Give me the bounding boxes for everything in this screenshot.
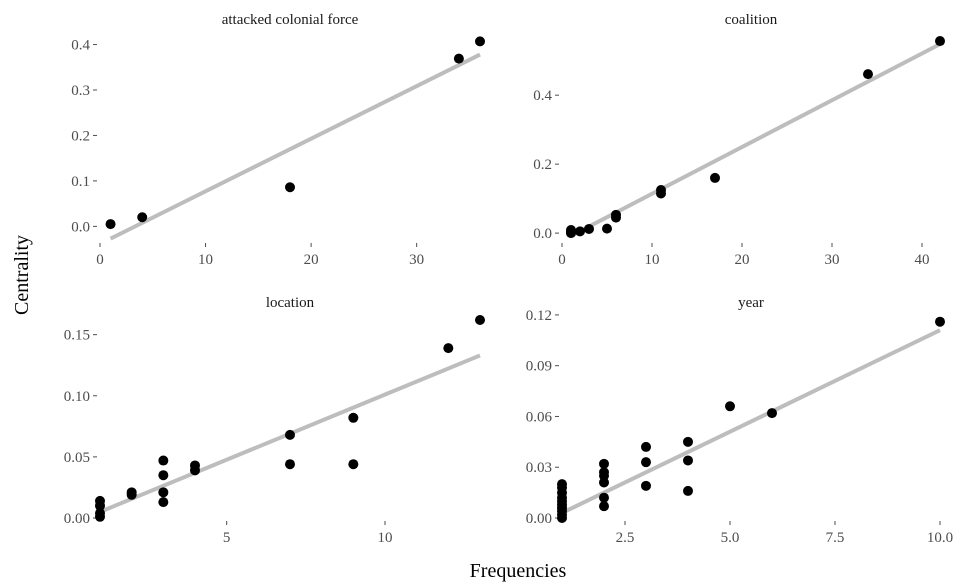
x-tick-label: 10 [378, 530, 393, 546]
x-tick-label: 5 [223, 530, 231, 546]
y-tick-label: 0.12 [526, 308, 552, 324]
data-point [611, 209, 621, 220]
fit-line [109, 52, 481, 241]
data-point [158, 497, 169, 508]
data-point [641, 441, 651, 452]
x-tick-label: 40 [915, 252, 930, 268]
data-point [599, 467, 609, 478]
data-point [348, 459, 359, 470]
data-point [158, 470, 169, 481]
y-tick-label: 0.3 [71, 83, 90, 99]
panel-title: attacked colonial force [222, 12, 359, 28]
data-point [285, 429, 295, 440]
panel-title: year [738, 295, 764, 311]
x-tick-label: 20 [735, 252, 750, 268]
data-point [557, 479, 567, 490]
fit-line [561, 328, 941, 515]
x-tick-label: 20 [304, 252, 319, 268]
data-point [725, 401, 735, 412]
data-point [126, 487, 137, 498]
x-tick-label: 0 [96, 252, 104, 268]
panel-title: location [266, 295, 315, 311]
y-tick-label: 0.2 [533, 157, 552, 173]
y-axis-title: Centrality [11, 235, 33, 315]
x-tick-label: 30 [825, 252, 840, 268]
x-tick-label: 10.0 [927, 530, 953, 546]
data-point [683, 436, 693, 447]
data-point [641, 480, 651, 491]
data-point [599, 458, 609, 469]
data-point [190, 460, 200, 471]
data-point [158, 455, 169, 466]
data-point [683, 455, 693, 466]
y-tick-label: 0.06 [526, 409, 553, 425]
y-tick-label: 0.0 [533, 226, 552, 242]
y-tick-label: 0.4 [533, 88, 552, 104]
data-point [137, 212, 148, 223]
data-point [584, 223, 594, 234]
data-point [935, 36, 945, 47]
data-point [285, 182, 295, 193]
data-point [158, 487, 169, 498]
y-tick-label: 0.2 [71, 128, 90, 144]
data-point [641, 457, 651, 468]
y-tick-label: 0.03 [526, 460, 552, 476]
x-axis-title: Frequencies [470, 560, 567, 582]
data-point [767, 408, 777, 419]
y-tick-label: 0.09 [526, 359, 552, 375]
y-tick-label: 0.10 [64, 389, 90, 405]
data-point [105, 219, 116, 230]
panel-attacked-colonial-force: attacked colonial force 0.0 0.1 0.2 0.3 0.4 0 1… [71, 12, 485, 268]
data-point [710, 172, 720, 183]
panel-title: coalition [725, 12, 778, 28]
data-point [95, 508, 105, 519]
y-tick-label: 0.1 [71, 174, 90, 190]
x-tick-label: 10 [645, 252, 660, 268]
x-tick-label: 5.0 [721, 530, 740, 546]
y-tick-label: 0.15 [64, 328, 90, 344]
x-tick-label: 30 [409, 252, 424, 268]
fit-line [570, 42, 941, 238]
data-point [95, 495, 105, 506]
data-point [348, 412, 359, 423]
x-tick-label: 7.5 [826, 530, 845, 546]
x-tick-label: 2.5 [616, 530, 635, 546]
data-point [599, 492, 609, 503]
data-point [656, 185, 666, 195]
data-point [475, 315, 485, 325]
data-point [863, 69, 873, 80]
y-tick-label: 0.05 [64, 450, 90, 466]
data-point [575, 226, 585, 237]
y-tick-label: 0.00 [526, 511, 552, 527]
panel-location: location 0.00 0.05 0.10 0.15 5 10 [64, 295, 485, 546]
data-point [935, 316, 945, 327]
data-point [566, 225, 576, 235]
data-point [453, 53, 464, 64]
x-tick-label: 0 [558, 252, 566, 268]
data-point [602, 223, 612, 234]
data-point [475, 36, 485, 47]
x-tick-label: 10 [198, 252, 213, 268]
y-tick-label: 0.00 [64, 511, 90, 527]
data-point [443, 343, 454, 354]
y-tick-label: 0.4 [71, 38, 90, 54]
data-point [599, 501, 609, 512]
panel-coalition: coalition 0.0 0.2 0.4 0 10 20 30 40 [533, 12, 945, 268]
panel-year: year 0.00 0.03 0.06 0.09 0.12 2.5 5.0 7.5 10.0 [526, 295, 953, 546]
y-tick-label: 0.0 [71, 219, 90, 235]
data-point [285, 459, 295, 470]
data-point [683, 485, 693, 496]
